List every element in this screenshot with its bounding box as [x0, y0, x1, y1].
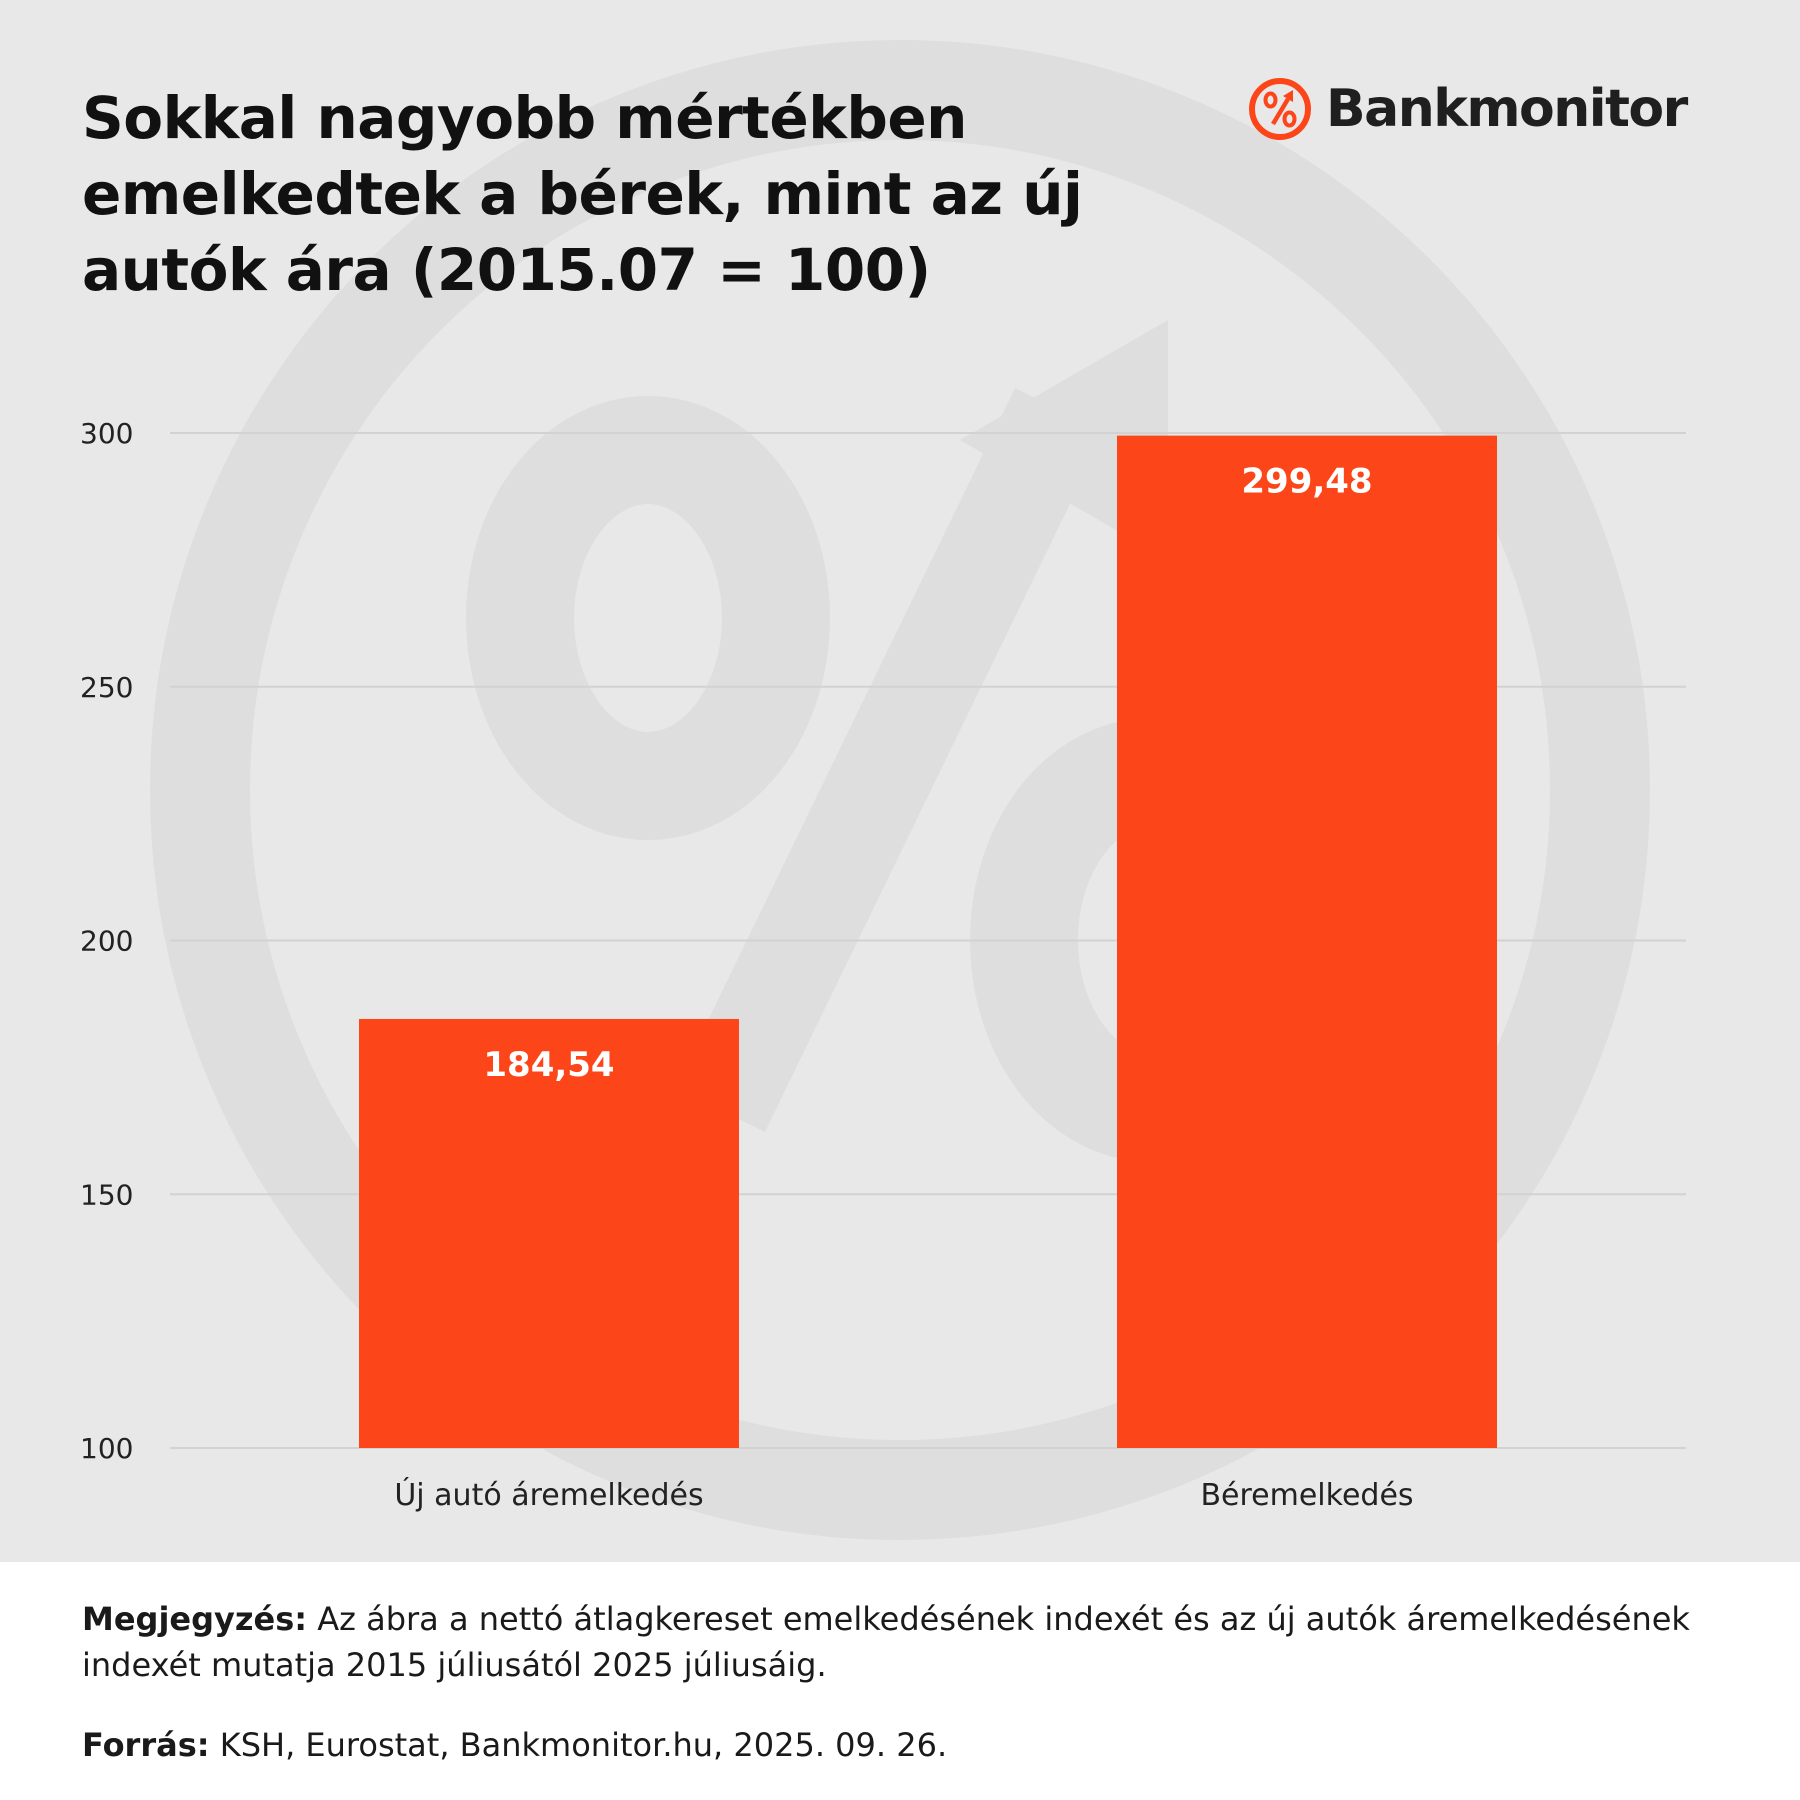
- data-label: 299,48: [1241, 462, 1372, 502]
- chart-area: Sokkal nagyobb mértékben emelkedtek a bé…: [0, 0, 1800, 1562]
- chart-title: Sokkal nagyobb mértékben emelkedtek a bé…: [82, 84, 1083, 304]
- y-tick-label: 150: [80, 1178, 133, 1211]
- x-tick-label: Új autó áremelkedés: [394, 1476, 703, 1513]
- brand-name: Bankmonitor: [1326, 79, 1688, 139]
- note-label: Megjegyzés:: [82, 1600, 308, 1638]
- source: Forrás: KSH, Eurostat, Bankmonitor.hu, 2…: [82, 1722, 1722, 1768]
- x-tick-label: Béremelkedés: [1200, 1478, 1413, 1513]
- bar: [1117, 435, 1497, 1448]
- percent-arrow-icon: [1249, 78, 1311, 140]
- labels: 100 150 200 250 300 184,54 Új autó áremelkedés…: [80, 417, 1414, 1513]
- brand-logo: Bankmonitor: [1248, 76, 1688, 142]
- bar: [359, 1018, 739, 1448]
- source-label: Forrás:: [82, 1726, 210, 1764]
- data-label: 184,54: [483, 1045, 614, 1085]
- note: Megjegyzés: Az ábra a nettó átlagkereset…: [82, 1596, 1722, 1688]
- source-text: KSH, Eurostat, Bankmonitor.hu, 2025. 09.…: [209, 1726, 948, 1764]
- y-tick-label: 200: [80, 925, 133, 958]
- y-tick-label: 300: [80, 417, 133, 450]
- bars: [359, 435, 1497, 1448]
- y-tick-label: 250: [80, 671, 133, 704]
- note-text: Az ábra a nettó átlagkereset emelkedésén…: [82, 1600, 1690, 1684]
- percent-arrow-icon: [0, 0, 1800, 1562]
- y-tick-label: 100: [80, 1432, 133, 1465]
- bar-chart: 100 150 200 250 300 184,54 Új autó áremelkedés…: [80, 417, 1686, 1513]
- footer: Megjegyzés: Az ábra a nettó átlagkereset…: [82, 1596, 1722, 1768]
